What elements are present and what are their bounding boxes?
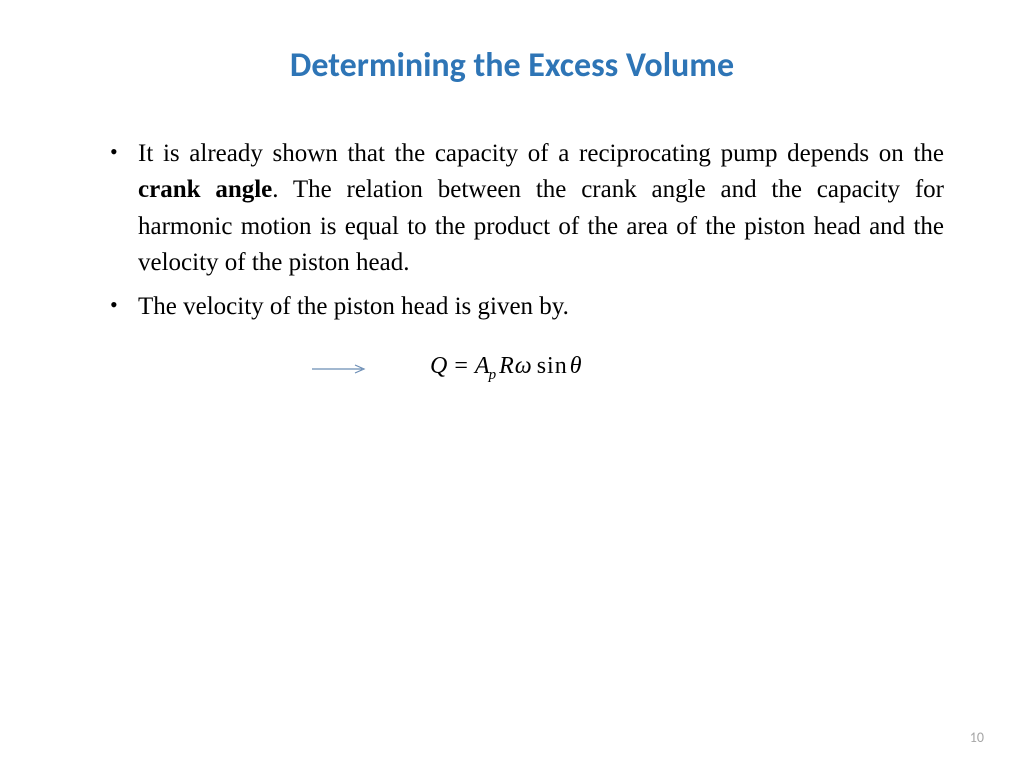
arrow-icon bbox=[310, 363, 370, 375]
bullet-2-pre: The velocity of the piston head is given… bbox=[138, 293, 569, 320]
eq-p-sub: p bbox=[489, 367, 498, 383]
slide-container: Determining the Excess Volume It is alre… bbox=[0, 0, 1024, 768]
eq-sin: sin bbox=[537, 353, 568, 379]
eq-R: R bbox=[499, 353, 515, 379]
bullet-item-2: The velocity of the piston head is given… bbox=[110, 289, 944, 325]
eq-theta: θ bbox=[570, 353, 583, 379]
page-number: 10 bbox=[970, 729, 984, 746]
bullet-item-1: It is already shown that the capacity of… bbox=[110, 136, 944, 281]
bullet-1-pre: It is already shown that the capacity of… bbox=[138, 140, 944, 167]
slide-title: Determining the Excess Volume bbox=[80, 45, 944, 86]
eq-omega: ω bbox=[515, 353, 533, 379]
eq-Q: Q bbox=[430, 353, 448, 379]
eq-equals: = bbox=[454, 353, 469, 379]
equation: Q=ApRωsinθ bbox=[430, 353, 583, 384]
bullet-1-bold: crank angle bbox=[138, 176, 272, 203]
equation-row: Q=ApRωsinθ bbox=[80, 353, 944, 384]
bullet-list: It is already shown that the capacity of… bbox=[80, 136, 944, 325]
